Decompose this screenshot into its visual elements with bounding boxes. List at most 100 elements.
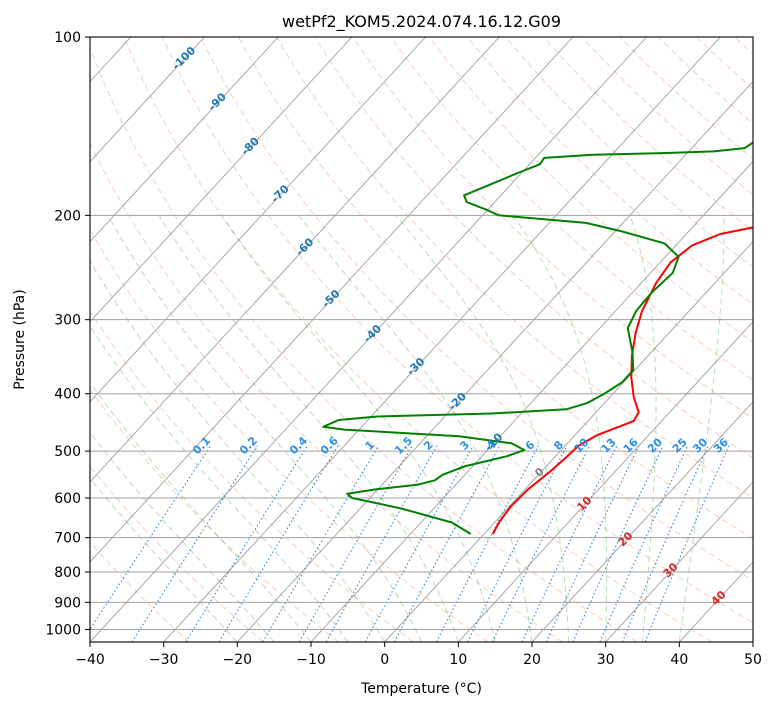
isotherm-line xyxy=(90,37,647,642)
y-axis: 100 200 300 400 500 600 700 800 900 1000 xyxy=(45,30,90,638)
moist-adiabat-line xyxy=(90,431,275,642)
x-tick-label: −10 xyxy=(296,652,326,668)
moist-adiabat-line xyxy=(220,215,496,642)
mixing-ratio-label: 20 xyxy=(645,435,665,455)
moist-adiabat-line xyxy=(90,325,349,642)
dry-adiabat-line xyxy=(314,37,753,459)
moist-adiabat-line xyxy=(107,215,422,642)
y-tick-label: 1000 xyxy=(45,622,81,638)
isotherm-line xyxy=(605,481,753,642)
dry-adiabat-line xyxy=(734,37,753,55)
isotherm-line xyxy=(752,641,753,642)
moist-adiabat-line xyxy=(90,260,386,642)
dry-adiabat-line xyxy=(90,465,264,642)
isotherm-line xyxy=(458,321,753,642)
y-axis-label: Pressure (hPa) xyxy=(12,289,28,389)
dry-adiabat-line xyxy=(428,37,753,343)
dry-adiabat-line xyxy=(543,37,753,232)
mixing-ratio-label: 1.5 xyxy=(392,434,415,457)
y-tick-label: 800 xyxy=(54,565,81,581)
dry-adiabat-line xyxy=(352,37,753,420)
dry-adiabat-line xyxy=(657,37,753,125)
dry-adiabat-line xyxy=(237,37,753,540)
x-axis: −40 −30 −20 −10 0 10 20 30 40 50 xyxy=(75,642,762,668)
moist-adiabat-line xyxy=(678,215,725,642)
dry-adiabat-line xyxy=(619,37,753,160)
dry-adiabat-line xyxy=(695,37,753,90)
x-axis-label: Temperature (°C) xyxy=(360,681,482,697)
dry-adiabat-line xyxy=(581,37,753,196)
x-tick-label: 30 xyxy=(597,652,615,668)
dry-adiabat-line xyxy=(390,37,753,381)
x-tick-label: 40 xyxy=(670,652,688,668)
mixing-ratio-line xyxy=(572,445,664,642)
y-tick-label: 900 xyxy=(54,595,81,611)
mixing-ratio-line xyxy=(467,445,568,642)
y-tick-label: 500 xyxy=(54,444,81,460)
dry-adiabat-line xyxy=(90,228,488,642)
y-tick-label: 600 xyxy=(54,491,81,507)
mixing-ratio-line xyxy=(262,445,380,642)
dry-adiabat-line xyxy=(276,37,753,499)
isotherm-line xyxy=(679,561,753,642)
isotherm-line xyxy=(310,160,753,642)
mixing-ratio-line xyxy=(90,445,212,631)
mixing-ratio-line xyxy=(364,445,474,642)
mixing-ratio-line xyxy=(218,445,339,642)
isotherm-line xyxy=(531,401,753,642)
mixing-ratio-line xyxy=(185,445,308,642)
moist-adiabat-line xyxy=(158,215,459,642)
moist-adiabat-line xyxy=(90,381,312,642)
moist-adiabat-line xyxy=(90,477,238,642)
moist-adiabat-line xyxy=(512,215,608,642)
dry-adiabat-line xyxy=(90,46,638,642)
y-tick-label: 400 xyxy=(54,387,81,403)
x-tick-label: −40 xyxy=(75,652,105,668)
chart-title: wetPf2_KOM5.2024.074.16.12.G09 xyxy=(282,12,561,32)
moist-adiabat-line xyxy=(395,214,570,642)
mixing-ratio-line xyxy=(521,445,618,642)
y-tick-label: 200 xyxy=(54,208,81,224)
mixing-ratio-label: 10 xyxy=(571,435,591,455)
mixing-ratio-line xyxy=(131,445,258,642)
dry-adiabat-line xyxy=(90,388,339,642)
mixing-ratio-label: 36 xyxy=(711,435,731,455)
x-tick-label: −20 xyxy=(223,652,253,668)
isotherm-line xyxy=(90,37,353,323)
mixing-ratio-line xyxy=(621,445,709,642)
mixing-ratio-line xyxy=(325,445,438,642)
x-tick-label: 0 xyxy=(380,652,389,668)
isotherm-line xyxy=(0,37,57,642)
mixing-ratio-label: 25 xyxy=(670,436,690,456)
isotherm-line xyxy=(90,37,500,483)
mixing-ratio-label: 0.2 xyxy=(237,434,260,457)
dry-adiabat-line xyxy=(199,37,753,581)
dry-adiabat-line xyxy=(161,37,753,624)
plot-frame xyxy=(89,36,754,643)
dry-adiabat-line xyxy=(90,541,190,642)
dry-adiabat-line xyxy=(466,37,753,305)
x-tick-label: 10 xyxy=(449,652,467,668)
dry-adiabat-line xyxy=(123,37,712,642)
moist-adiabat-line xyxy=(629,215,657,642)
dry-adiabat-line xyxy=(90,142,563,642)
isotherm-line xyxy=(163,37,721,642)
dry-adiabat-line xyxy=(505,37,753,268)
mixing-ratio-label: 0.1 xyxy=(190,434,213,457)
plot-area: -100-90-80-70-60-50-40-30-20-100.1 0.2 0.4… xyxy=(0,37,753,642)
y-tick-label: 700 xyxy=(54,531,81,547)
mixing-ratio-line xyxy=(599,445,689,642)
x-tick-label: 20 xyxy=(523,652,541,668)
y-tick-label: 100 xyxy=(54,30,81,46)
isotherm-line xyxy=(384,240,753,642)
mixing-ratio-line xyxy=(298,445,413,642)
isotherm-line xyxy=(90,37,574,563)
mixing-ratio-line xyxy=(644,445,730,642)
mixing-ratio-line xyxy=(491,445,590,642)
x-tick-label: 50 xyxy=(744,652,762,668)
mixing-ratio-label: 0.4 xyxy=(287,434,310,457)
isotherm-line xyxy=(90,37,205,163)
isotherm-line xyxy=(90,37,279,243)
isotherm-line xyxy=(237,80,753,642)
